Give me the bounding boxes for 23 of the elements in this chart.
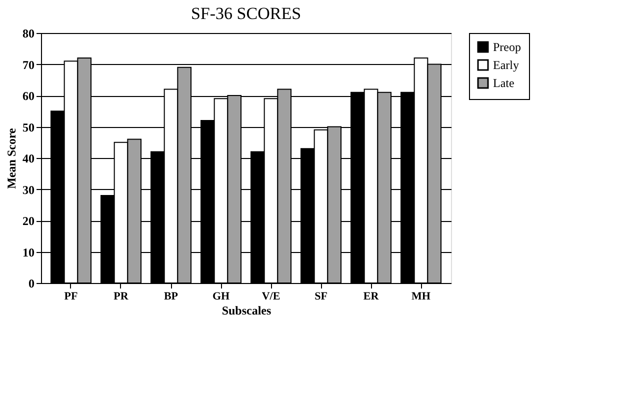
y-tick-label: 20: [22, 214, 34, 228]
x-tick-label: GH: [212, 290, 230, 302]
legend-label: Preop: [493, 40, 521, 54]
y-tick-label: 0: [28, 276, 34, 290]
legend-label: Early: [493, 58, 519, 72]
x-tick-label: PR: [114, 290, 130, 302]
y-tick-label: 60: [22, 89, 34, 103]
chart-title: SF-36 SCORES: [190, 4, 302, 23]
y-tick-label: 10: [22, 245, 34, 260]
y-tick-label: 70: [22, 58, 34, 72]
y-tick-label: 30: [22, 182, 34, 197]
x-tick-label: PF: [64, 290, 78, 302]
x-tick-label: V/E: [262, 290, 280, 302]
x-tick-label: MH: [412, 290, 431, 302]
x-tick-label: BP: [164, 290, 178, 302]
legend-label: Late: [493, 76, 514, 90]
y-tick-label: 40: [22, 152, 34, 166]
y-axis-title: Mean Score: [4, 127, 18, 189]
y-tick-label: 80: [22, 26, 34, 40]
x-tick-label: SF: [314, 290, 328, 302]
x-tick-label: ER: [363, 290, 380, 302]
y-tick-label: 50: [22, 120, 34, 134]
x-axis-title: Subscales: [222, 304, 272, 318]
